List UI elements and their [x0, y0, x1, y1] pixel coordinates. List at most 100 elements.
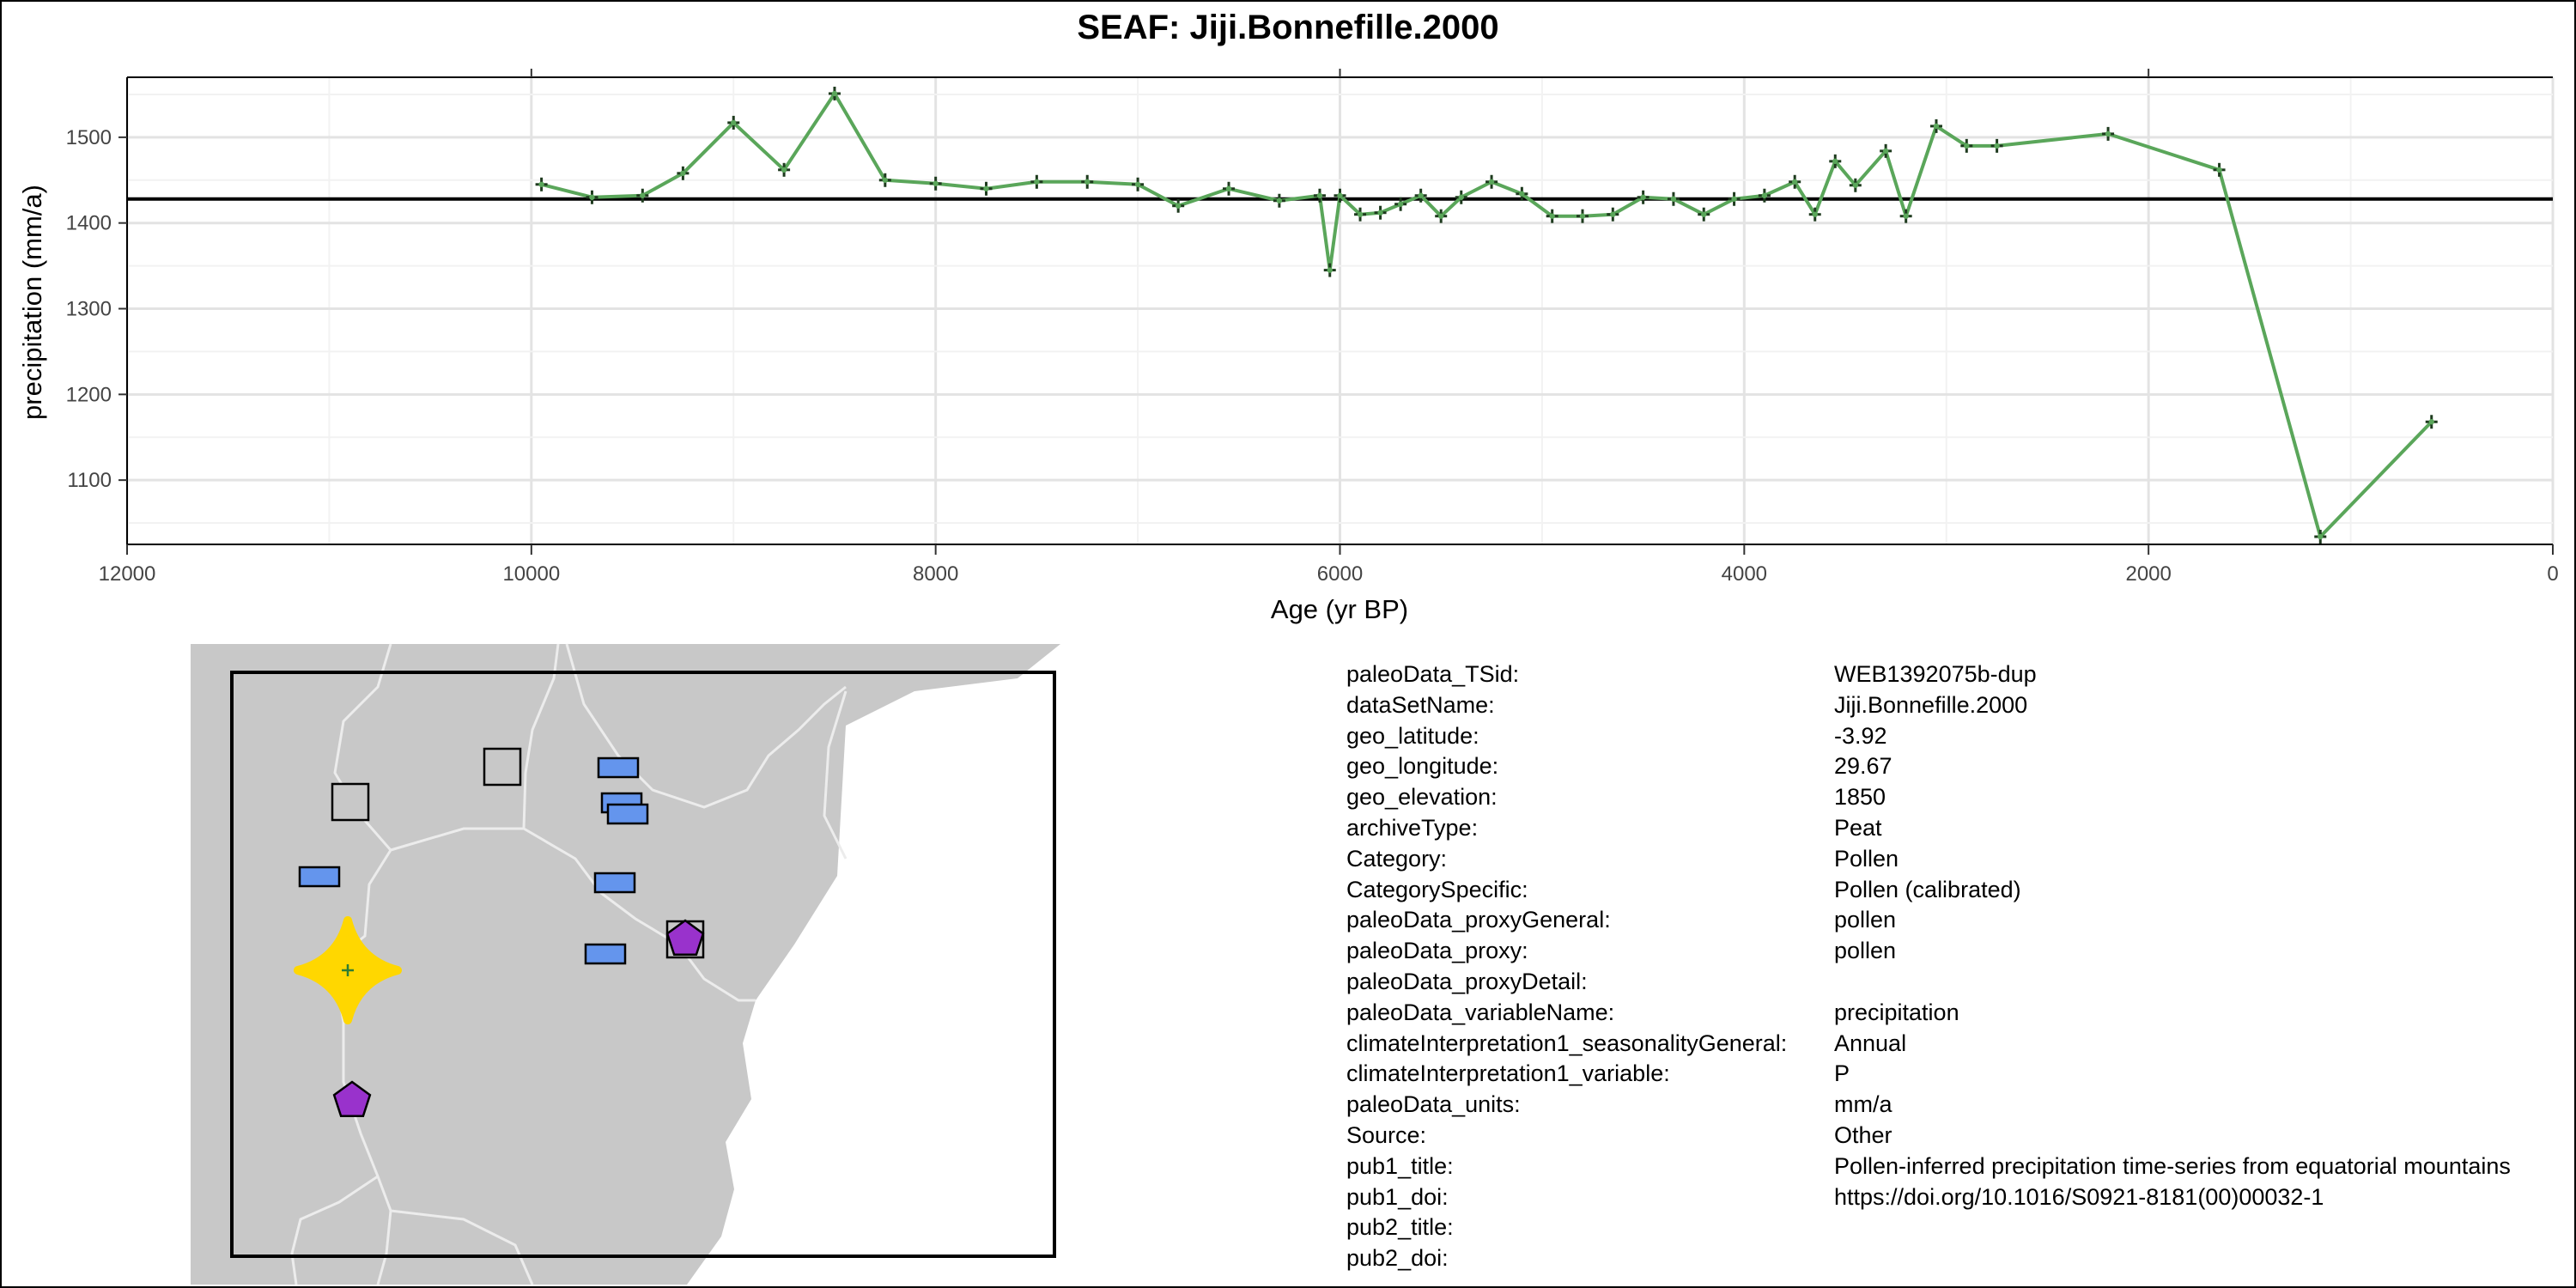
data-point [1273, 193, 1285, 208]
x-tick-label: 0 [2547, 562, 2558, 586]
y-tick-label: 1500 [66, 126, 112, 149]
map-site-marker [593, 872, 636, 894]
data-point [929, 176, 942, 191]
data-point [1990, 138, 2003, 153]
metadata-key: pub1_doi: [1346, 1183, 1449, 1210]
x-tick-label: 2000 [2125, 562, 2171, 586]
data-point [980, 181, 993, 196]
metadata-key: paleoData_units: [1346, 1091, 1521, 1118]
data-point [1546, 209, 1558, 223]
metadata-key: climateInterpretation1_variable: [1346, 1060, 1670, 1087]
metadata-key: pub1_title: [1346, 1152, 1454, 1179]
data-point [1758, 188, 1771, 203]
data-point [778, 162, 791, 177]
map-site-marker [483, 747, 522, 787]
metadata-key: archiveType: [1346, 815, 1479, 841]
data-point [1455, 190, 1467, 204]
map-site-marker [665, 919, 705, 959]
y-axis-label: precipitation (mm/a) [17, 185, 47, 420]
metadata-key: dataSetName: [1346, 691, 1495, 718]
map-region-box [230, 671, 1056, 1258]
metadata-key: paleoData_TSid: [1346, 661, 1520, 687]
data-point [535, 177, 548, 191]
x-axis-label: Age (yr BP) [1271, 594, 1408, 624]
map-site-marker [584, 943, 627, 965]
metadata-value: P [1834, 1060, 1850, 1087]
data-point [1485, 174, 1498, 189]
data-point [1172, 198, 1185, 213]
x-tick-label: 12000 [99, 562, 156, 586]
metadata-key: pub2_doi: [1346, 1245, 1449, 1272]
map-site-marker [294, 916, 402, 1024]
metadata-key: CategorySpecific: [1346, 876, 1528, 902]
data-point [1516, 186, 1528, 201]
metadata-value: Annual [1834, 1030, 1907, 1056]
data-point [1577, 209, 1589, 223]
data-point [1374, 205, 1387, 220]
data-point [1698, 207, 1710, 222]
data-point [1829, 154, 1842, 168]
data-point [1637, 190, 1649, 204]
data-point [1223, 181, 1236, 196]
data-point [586, 190, 598, 204]
y-tick-label: 1100 [67, 469, 112, 492]
map-site-marker [597, 756, 640, 779]
data-point [1728, 191, 1741, 206]
data-point [2102, 126, 2115, 141]
data-point [1334, 188, 1346, 203]
metadata-key: Category: [1346, 845, 1448, 872]
data-point [1354, 207, 1367, 222]
metadata-value: pollen [1834, 938, 1897, 964]
metadata-key: geo_latitude: [1346, 722, 1479, 749]
metadata-value: WEB1392075b-dup [1834, 661, 2037, 687]
data-point [828, 86, 841, 100]
metadata-key: climateInterpretation1_seasonalityGenera… [1346, 1030, 1788, 1056]
precipitation-chart: 12000 10000 8000 6000 4000 2000 0 1100 1200 1300 1… [17, 69, 2559, 624]
data-point [1789, 174, 1801, 189]
map-sites [294, 747, 705, 1118]
chart-title: SEAF: Jiji.Bonnefille.2000 [1077, 9, 1499, 46]
data-point [1313, 188, 1326, 203]
data-point [1323, 263, 1336, 277]
metadata-value: Other [1834, 1122, 1893, 1148]
data-point [2213, 162, 2226, 177]
metadata-value: 29.67 [1834, 753, 1893, 780]
metadata-key: pub2_title: [1346, 1214, 1454, 1241]
metadata-key: paleoData_proxyGeneral: [1346, 907, 1611, 933]
metadata-value: Pollen-inferred precipitation time-serie… [1834, 1152, 2511, 1179]
data-point [1849, 178, 1862, 192]
data-point [1081, 174, 1094, 189]
data-point [878, 173, 891, 187]
metadata-value: Pollen [1834, 845, 1899, 872]
x-tick-label: 4000 [1722, 562, 1767, 586]
y-tick-label: 1200 [66, 383, 112, 406]
metadata-key: paleoData_variableName: [1346, 999, 1615, 1025]
x-tick-label: 6000 [1317, 562, 1363, 586]
data-point [1880, 143, 1893, 158]
metadata-value: Peat [1834, 815, 1882, 841]
data-point [636, 188, 649, 203]
metadata-value: mm/a [1834, 1091, 1893, 1118]
metadata-value: Jiji.Bonnefille.2000 [1834, 691, 2028, 718]
x-tick-label: 10000 [502, 562, 560, 586]
map-site-marker [298, 866, 341, 888]
map-site-marker [606, 803, 649, 825]
data-point [727, 115, 740, 130]
metadata-value: precipitation [1834, 999, 1959, 1025]
data-point [2425, 415, 2438, 429]
data-point [1394, 197, 1407, 211]
metadata-value: Pollen (calibrated) [1834, 876, 2021, 902]
data-point [1414, 188, 1427, 203]
data-point [1667, 191, 1680, 206]
y-tick-label: 1400 [66, 212, 112, 235]
chart-axes [118, 69, 2554, 555]
map-site-marker [331, 782, 370, 822]
data-point [1435, 209, 1448, 223]
data-point [1808, 207, 1821, 222]
data-point [1899, 209, 1912, 223]
data-point [1960, 138, 1973, 153]
metadata-key: Source: [1346, 1122, 1427, 1148]
chart-tick-labels: 12000 10000 8000 6000 4000 2000 0 1100 1200 1300 1… [66, 126, 2559, 586]
data-point [1132, 177, 1145, 191]
